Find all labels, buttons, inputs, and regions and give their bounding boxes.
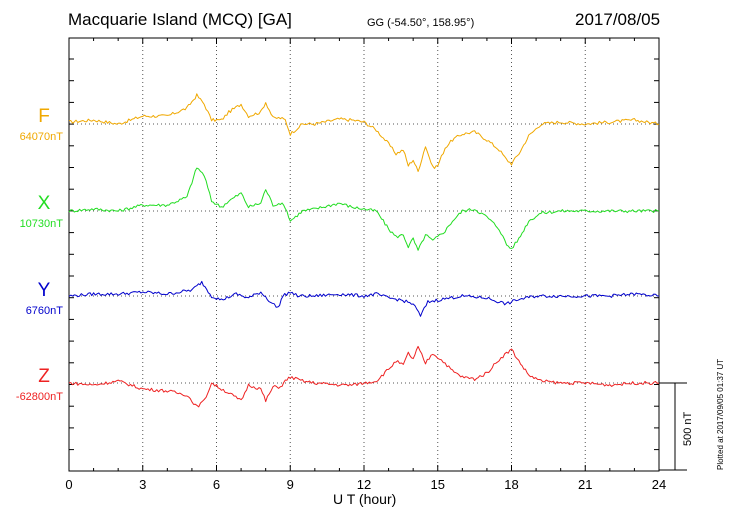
x-tick-label: 21 [578,477,592,492]
x-tick-label: 9 [287,477,294,492]
x-tick-label: 18 [504,477,518,492]
chart-date: 2017/08/05 [575,10,661,29]
plot-timestamp: Plotted at 2017/09/05 01:37 UT [716,358,725,470]
chart-title: Macquarie Island (MCQ) [GA] [68,10,292,29]
series-baseline-x: 10730nT [19,218,63,230]
scale-bar-label: 500 nT [682,411,694,446]
series-trace-z [68,345,660,408]
series-traces [68,93,660,408]
series-label-x: X [37,193,51,214]
axis-ticks: 0 3 6 9 12 15 18 21 24 [65,38,666,492]
series-trace-x [68,167,660,251]
x-tick-label: 3 [139,477,146,492]
series-trace-y [68,280,660,317]
x-tick-label: 24 [652,477,666,492]
series-label-y: Y [37,280,51,301]
series-baseline-z: -62800nT [15,391,63,403]
scale-bar [659,382,687,471]
series-label-z: Z [38,366,50,387]
series-baseline-f: 64070nT [19,131,63,143]
x-tick-label: 15 [431,477,445,492]
x-axis-title: U T (hour) [333,491,397,507]
series-baseline-y: 6760nT [25,305,63,317]
x-tick-label: 12 [357,477,371,492]
x-tick-label: 0 [65,477,72,492]
series-label-f: F [38,106,50,127]
station-coordinates: GG (-54.50°, 158.95°) [367,17,475,29]
grid-lines [142,38,586,471]
x-tick-label: 6 [213,477,220,492]
series-trace-f [68,93,660,172]
